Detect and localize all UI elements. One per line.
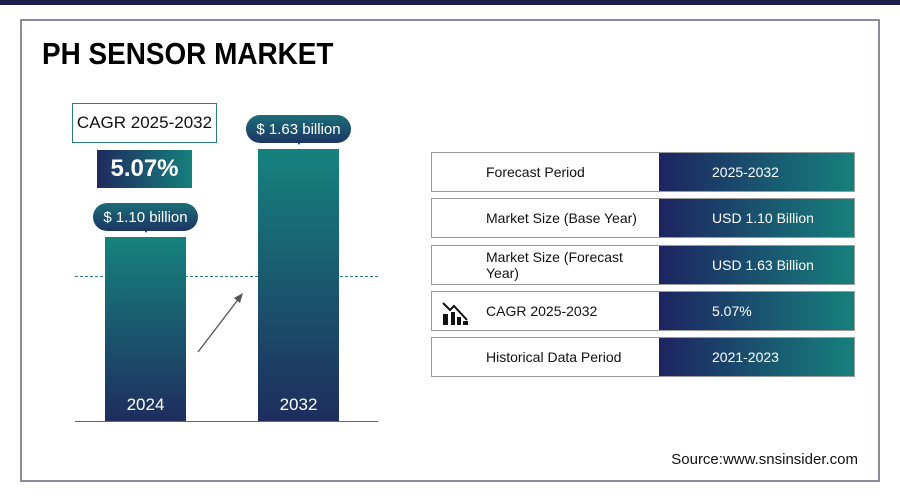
- row-label-text: CAGR 2025-2032: [486, 303, 598, 319]
- reference-line: [75, 276, 378, 277]
- row-value: USD 1.63 Billion: [659, 246, 854, 284]
- baseline: [75, 421, 378, 422]
- bar-category-label: 2032: [279, 395, 318, 414]
- cagr-value: 5.07%: [97, 150, 192, 188]
- bar-2024: 2024: [105, 237, 186, 421]
- cagr-label: CAGR 2025-2032: [72, 103, 217, 143]
- table-row: Market Size (Base Year) USD 1.10 Billion: [431, 198, 855, 238]
- page-title: PH SENSOR MARKET: [42, 36, 334, 71]
- row-label: Market Size (Base Year): [432, 199, 659, 237]
- frame: [20, 19, 880, 482]
- bar-category-label: 2024: [126, 394, 165, 414]
- table-row: Historical Data Period 2021-2023: [431, 337, 855, 377]
- bar-data-label: $ 1.63 billion: [246, 115, 351, 145]
- growth-arrow-icon: [197, 293, 243, 353]
- bar-2032: 2032: [258, 149, 339, 421]
- row-label-text: Market Size (Forecast Year): [486, 249, 623, 281]
- row-label: Forecast Period: [432, 153, 659, 191]
- table-row: Forecast Period 2025-2032: [431, 152, 855, 192]
- row-label: Historical Data Period: [432, 338, 659, 376]
- table-row: Market Size (Forecast Year) USD 1.63 Bill…: [431, 245, 855, 285]
- row-label-text: Historical Data Period: [486, 349, 622, 365]
- row-value: 5.07%: [659, 292, 854, 330]
- row-value: 2025-2032: [659, 153, 854, 191]
- row-label: CAGR 2025-2032: [432, 292, 659, 330]
- table-row: CAGR 2025-2032 5.07%: [431, 291, 855, 331]
- top-bar: [0, 0, 900, 5]
- chart-decline-icon: [442, 302, 468, 325]
- bar-data-label: $ 1.10 billion: [93, 203, 198, 234]
- row-label: Market Size (Forecast Year): [432, 246, 659, 284]
- source-text: Source:www.snsinsider.com: [671, 451, 858, 468]
- row-value: USD 1.10 Billion: [659, 199, 854, 237]
- row-label-text: Forecast Period: [486, 164, 585, 180]
- row-label-text: Market Size (Base Year): [486, 210, 637, 226]
- row-value: 2021-2023: [659, 338, 854, 376]
